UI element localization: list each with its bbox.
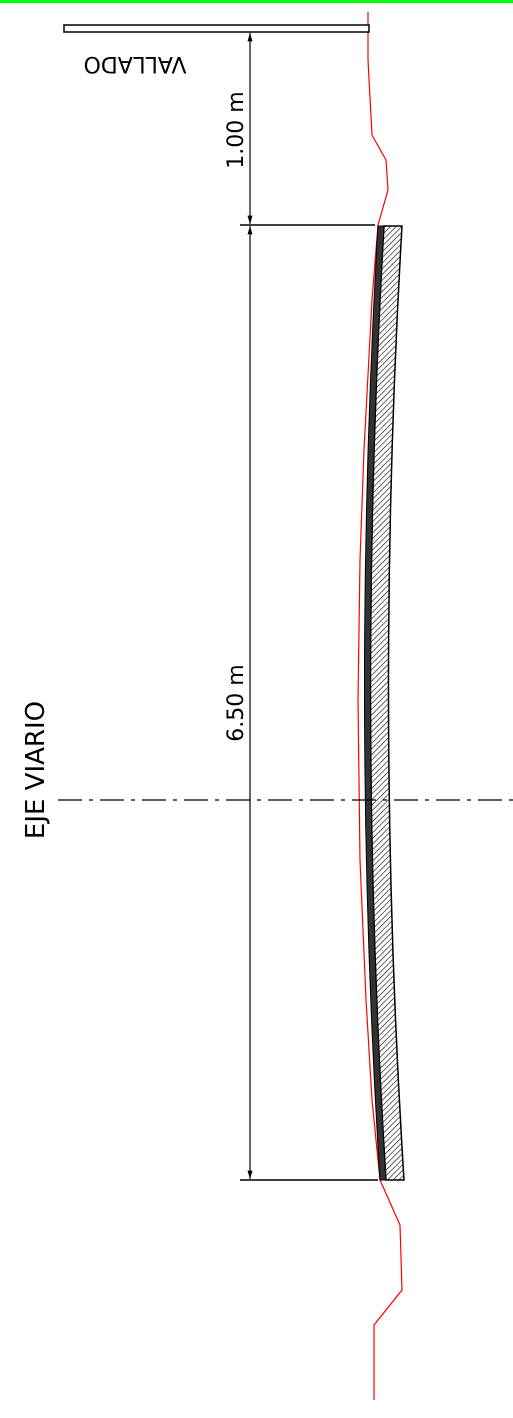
axis-label: EJE VIARIO [21, 701, 51, 839]
dimension-label-main: 6.50 m [224, 664, 249, 741]
fence-rect [63, 24, 370, 33]
pavement-surface-layer [363, 225, 387, 1181]
top-border [0, 0, 513, 3]
dimension-label-top: 1.00 m [224, 91, 249, 168]
terrain-line [357, 12, 403, 1400]
fence-label: VALLADO [83, 51, 186, 76]
